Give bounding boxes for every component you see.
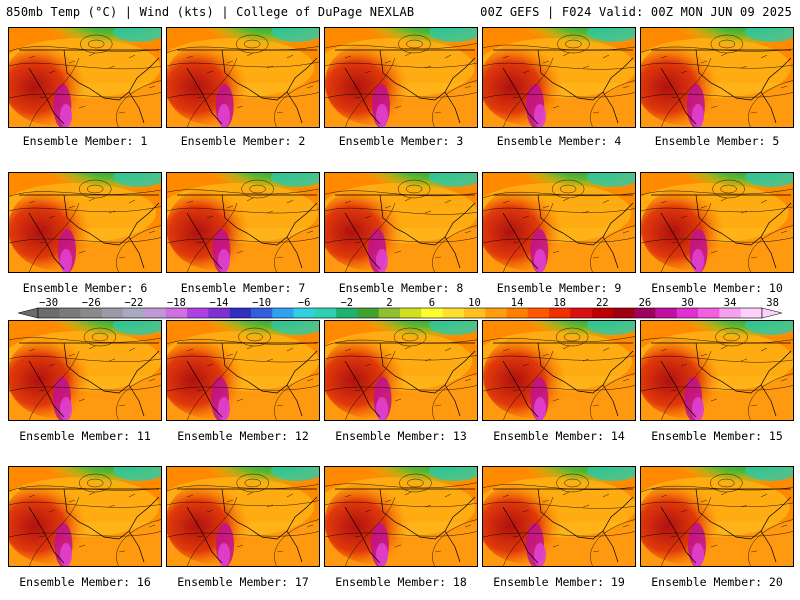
- colorbar-tick-label: 10: [468, 297, 481, 309]
- colorbar-segment: [698, 308, 720, 318]
- ensemble-member-label: Ensemble Member: 20: [651, 575, 783, 589]
- ensemble-member-label: Ensemble Member: 19: [493, 575, 625, 589]
- ensemble-member-label: Ensemble Member: 1: [22, 134, 148, 148]
- colorbar-segment: [612, 308, 635, 318]
- ensemble-panel-7: [166, 172, 320, 273]
- temperature-colorbar: [18, 307, 782, 319]
- ensemble-member-label: Ensemble Member: 13: [335, 429, 467, 443]
- ensemble-member-label: Ensemble Member: 8: [338, 281, 464, 295]
- chart-title-left: 850mb Temp (°C) | Wind (kts) | College o…: [6, 5, 415, 19]
- ensemble-member-label: Ensemble Member: 16: [19, 575, 151, 589]
- ensemble-member-label: Ensemble Member: 2: [180, 134, 306, 148]
- ensemble-member-label: Ensemble Member: 9: [496, 281, 622, 295]
- ensemble-member-label: Ensemble Member: 11: [19, 429, 151, 443]
- colorbar-tick-label: −2: [340, 297, 354, 309]
- ensemble-member-label: Ensemble Member: 14: [493, 429, 625, 443]
- colorbar-tick-label: 2: [386, 297, 393, 309]
- ensemble-panel-6: [8, 172, 162, 273]
- colorbar-tick-label: 22: [595, 297, 609, 309]
- colorbar-segment: [485, 308, 507, 318]
- colorbar-tick-label: 34: [723, 297, 737, 309]
- colorbar-tick-label: −22: [124, 297, 144, 309]
- colorbar-segment: [208, 308, 230, 318]
- colorbar-segment: [293, 308, 316, 318]
- ensemble-member-label: Ensemble Member: 15: [651, 429, 783, 443]
- colorbar-tick-label: −14: [209, 297, 229, 309]
- colorbar-segment: [229, 308, 252, 318]
- colorbar-tick-label: −6: [297, 297, 311, 309]
- colorbar-segment: [80, 308, 103, 318]
- ensemble-panel-9: [482, 172, 636, 273]
- colorbar-segment: [101, 308, 124, 318]
- ensemble-panel-15: [640, 320, 794, 421]
- colorbar-segment: [634, 308, 656, 318]
- colorbar-segment: [400, 308, 422, 318]
- ensemble-panel-1: [8, 27, 162, 128]
- ensemble-panel-11: [8, 320, 162, 421]
- colorbar-segment: [506, 308, 529, 318]
- colorbar-segment: [272, 308, 294, 318]
- ensemble-panel-19: [482, 466, 636, 567]
- ensemble-panel-8: [324, 172, 478, 273]
- colorbar-segment: [38, 308, 60, 318]
- ensemble-member-label: Ensemble Member: 18: [335, 575, 467, 589]
- colorbar-tick-label: 18: [553, 297, 567, 309]
- colorbar-segment: [165, 308, 188, 318]
- colorbar-tick-label: 6: [428, 297, 436, 309]
- colorbar-segment: [59, 308, 81, 318]
- colorbar-segment: [527, 308, 550, 318]
- colorbar-segment: [719, 308, 741, 318]
- colorbar-segment: [591, 308, 614, 318]
- colorbar-tick-label: −10: [252, 297, 272, 309]
- ensemble-panel-12: [166, 320, 320, 421]
- colorbar-segment: [250, 308, 273, 318]
- colorbar-segment: [676, 308, 699, 318]
- colorbar-segment: [378, 308, 401, 318]
- colorbar-segment: [314, 308, 337, 318]
- colorbar-segment: [421, 308, 443, 318]
- chart-title-right: 00Z GEFS | F024 Valid: 00Z MON JUN 09 20…: [480, 5, 792, 19]
- colorbar-segment: [336, 308, 358, 318]
- colorbar-segment: [187, 308, 209, 318]
- colorbar-segment: [442, 308, 465, 318]
- ensemble-panel-3: [324, 27, 478, 128]
- colorbar-segment: [463, 308, 486, 318]
- ensemble-member-label: Ensemble Member: 3: [338, 134, 464, 148]
- colorbar-tick-label: 26: [638, 297, 652, 309]
- ensemble-member-label: Ensemble Member: 5: [654, 134, 780, 148]
- colorbar-tick-label: −26: [81, 297, 101, 309]
- colorbar-segment: [740, 308, 763, 318]
- ensemble-member-label: Ensemble Member: 7: [180, 281, 306, 295]
- ensemble-member-label: Ensemble Member: 6: [22, 281, 148, 295]
- ensemble-panel-14: [482, 320, 636, 421]
- colorbar-segment: [655, 308, 678, 318]
- colorbar-segment: [123, 308, 145, 318]
- ensemble-member-label: Ensemble Member: 12: [177, 429, 309, 443]
- ensemble-panel-4: [482, 27, 636, 128]
- ensemble-panel-13: [324, 320, 478, 421]
- ensemble-panel-5: [640, 27, 794, 128]
- colorbar-tick-label: 30: [681, 297, 694, 309]
- ensemble-panel-20: [640, 466, 794, 567]
- ensemble-member-label: Ensemble Member: 17: [177, 575, 309, 589]
- ensemble-member-label: Ensemble Member: 4: [496, 134, 622, 148]
- colorbar-tick-label: −30: [39, 297, 59, 309]
- colorbar-segment: [549, 308, 571, 318]
- colorbar-left-arrow: [18, 307, 39, 319]
- ensemble-panel-17: [166, 466, 320, 567]
- ensemble-panel-10: [640, 172, 794, 273]
- colorbar-tick-label: −18: [166, 297, 186, 309]
- colorbar-segment: [144, 308, 167, 318]
- ensemble-member-label: Ensemble Member: 10: [651, 281, 783, 295]
- ensemble-panel-2: [166, 27, 320, 128]
- colorbar-segment: [357, 308, 379, 318]
- colorbar-right-arrow: [761, 307, 782, 319]
- ensemble-panel-16: [8, 466, 162, 567]
- colorbar-tick-label: 14: [510, 297, 524, 309]
- colorbar-tick-label: 38: [766, 297, 779, 309]
- ensemble-panel-18: [324, 466, 478, 567]
- colorbar-segment: [570, 308, 592, 318]
